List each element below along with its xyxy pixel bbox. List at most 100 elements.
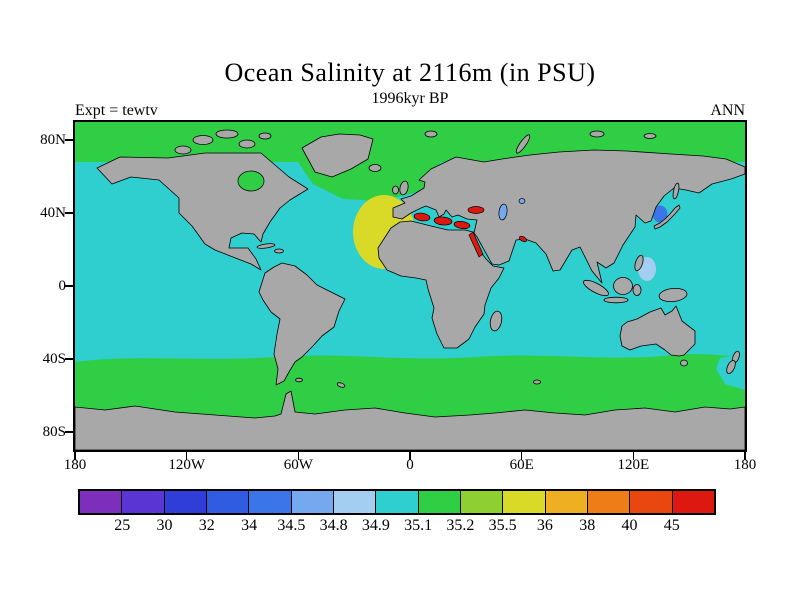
caspian-sea-region xyxy=(498,203,508,221)
greenland xyxy=(301,133,374,178)
colorbar-tick-label: 40 xyxy=(621,517,638,534)
philippines xyxy=(634,254,644,272)
hispaniola xyxy=(274,248,284,254)
central-mediterranean-red-region xyxy=(433,216,453,226)
colorbar-segment xyxy=(545,491,588,513)
plot-title: Ocean Salinity at 2116m (in PSU) xyxy=(224,58,596,87)
lon-tick-label: 120W xyxy=(168,457,205,473)
colorbar-tick-label: 32 xyxy=(198,517,215,534)
lat-tick-label: 80N xyxy=(40,132,66,149)
lat-tick-mark xyxy=(65,139,73,141)
colorbar-tick-label: 25 xyxy=(114,517,131,534)
sumatra xyxy=(583,279,609,297)
ocean-layer xyxy=(75,122,745,450)
kerguelen xyxy=(533,379,541,385)
south-georgia xyxy=(336,382,346,388)
madagascar xyxy=(489,310,503,332)
west-mediterranean-red-region xyxy=(413,212,431,222)
arctic-island xyxy=(192,135,214,145)
java xyxy=(603,296,629,304)
colorbar-tick-label: 34 xyxy=(241,517,258,534)
colorbar-segment xyxy=(206,491,250,513)
iceland xyxy=(368,164,382,172)
eurasia xyxy=(392,149,745,284)
world-map-svg xyxy=(75,122,745,450)
colorbar-tick-label: 34.5 xyxy=(277,517,306,534)
lon-tick-mark xyxy=(632,452,635,460)
colorbar-tick-label: 34.8 xyxy=(319,517,348,534)
colorbar-tick-label: 35.1 xyxy=(404,517,433,534)
colorbar-tick-label: 38 xyxy=(579,517,596,534)
plot-subtitle: 1996kyr BP xyxy=(371,90,449,107)
colorbar-segment xyxy=(376,491,419,513)
lat-tick-mark xyxy=(65,358,73,360)
lat-tick-label: 40S xyxy=(42,350,66,367)
sulawesi xyxy=(632,284,642,296)
lat-tick-label: 40N xyxy=(40,205,66,222)
cuba xyxy=(256,243,276,249)
colorbar-tick-label: 34.9 xyxy=(361,517,390,534)
lon-tick-mark xyxy=(744,452,746,460)
severnaya-zemlya xyxy=(589,130,605,138)
arctic-islands xyxy=(174,129,657,155)
colorbar-segment xyxy=(672,491,714,513)
lon-tick-label: 180 xyxy=(63,457,87,473)
persian-gulf-red-region xyxy=(519,235,527,243)
sea-of-japan-blue-region xyxy=(652,205,668,223)
lon-tick-mark xyxy=(520,452,523,460)
antarctica xyxy=(75,390,745,450)
new-zealand-south xyxy=(726,360,736,374)
lat-tick-mark xyxy=(65,212,73,214)
colorbar-segment xyxy=(333,491,377,513)
south-america xyxy=(258,262,346,386)
colorbar-segment xyxy=(291,491,334,513)
aral-sea-region xyxy=(518,198,526,204)
australia xyxy=(619,305,696,357)
colorbar-tick-label: 45 xyxy=(663,517,680,534)
africa xyxy=(377,220,505,349)
colorbar-segment xyxy=(587,491,631,513)
svalbard xyxy=(424,130,438,138)
new-guinea xyxy=(658,287,688,303)
colorbar-segment xyxy=(164,491,207,513)
lat-tick-label: 0 xyxy=(58,278,67,294)
colorbar-tick-label: 30 xyxy=(156,517,173,534)
lat-tick-mark xyxy=(65,431,73,433)
japan xyxy=(653,204,681,230)
falkland-islands xyxy=(295,377,303,383)
hudson-bay-green-region xyxy=(237,170,265,192)
inland-seas-layer xyxy=(237,170,527,258)
colorbar-segment xyxy=(460,491,504,513)
arctic-island xyxy=(238,139,256,149)
lon-tick-label: 0 xyxy=(406,457,414,473)
great-britain xyxy=(399,180,409,196)
colorbar-segment xyxy=(80,491,123,513)
colorbar-segment xyxy=(630,491,673,513)
lon-tick-label: 180 xyxy=(733,457,757,473)
experiment-label: Expt = tewtv xyxy=(75,102,158,119)
lon-tick-label: 60E xyxy=(509,457,534,473)
colorbar-tick-label: 35.2 xyxy=(446,517,475,534)
lon-tick-label: 60W xyxy=(283,457,313,473)
colorbar-segment xyxy=(249,491,292,513)
season-label: ANN xyxy=(710,102,745,119)
colorbar-tick-label: 36 xyxy=(536,517,553,534)
tasmania xyxy=(680,359,688,367)
arctic-island xyxy=(174,145,192,155)
new-siberian-islands xyxy=(643,133,657,139)
sakhalin xyxy=(672,182,680,200)
novaya-zemlya xyxy=(515,134,531,154)
black-sea-red-region xyxy=(467,206,485,214)
east-mediterranean-red-region xyxy=(453,221,471,229)
arctic-island xyxy=(258,132,272,140)
lon-tick-mark xyxy=(297,452,300,460)
red-sea-red-region xyxy=(468,231,484,258)
lon-tick-label: 120E xyxy=(617,457,650,473)
lat-tick-label: 80S xyxy=(42,423,66,440)
southern-ocean-green-band xyxy=(75,354,745,424)
map-frame xyxy=(73,120,747,452)
colorbar-tick-label: 35.5 xyxy=(488,517,517,534)
lon-tick-mark xyxy=(409,452,411,460)
colorbar xyxy=(78,489,716,515)
